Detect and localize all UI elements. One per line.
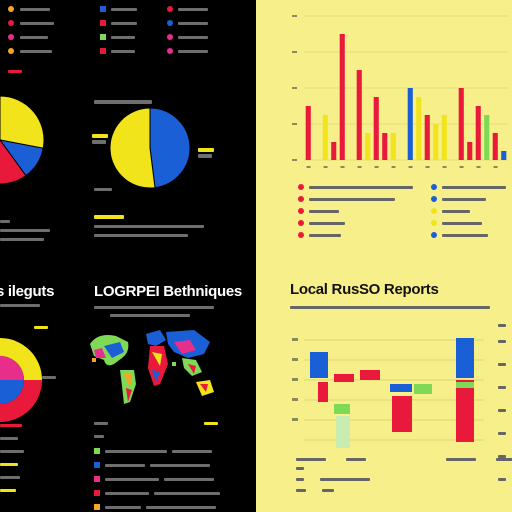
pie-chart-middle [109,107,191,189]
bar-17 [441,115,447,160]
legend-marker [8,34,14,40]
caption-line [8,70,22,73]
pie-slice-0 [0,95,45,149]
donut-chart-left [0,338,42,422]
legend-top-middle [100,6,208,54]
legend-marker [167,6,173,12]
y-tick [292,15,297,17]
heading-right: Local RusSO Reports [290,281,439,298]
bar-7 [356,70,362,160]
bar-24 [501,151,507,160]
x-tick [391,166,396,168]
heading-middle: LOGRPEI Bethniques [94,283,242,300]
legend-top-left [8,6,54,54]
text-block-left [0,220,50,241]
legend-marker [8,48,14,54]
x-tick [476,166,481,168]
text-block-middle [94,188,204,237]
bar [414,384,432,394]
bar [390,384,412,392]
map-legend [94,422,220,510]
x-tick [408,166,413,168]
pie-slice-1 [109,107,156,189]
pie-slice-0 [149,107,191,189]
bar-22 [484,115,490,160]
bar-23 [492,133,498,160]
bar-4 [331,142,337,160]
y-tick [292,51,297,53]
bar-21 [475,106,481,160]
bar-16 [433,124,439,160]
world-map [90,330,214,404]
bar-chart-top [292,15,508,168]
pie-slice-2 [0,95,27,185]
bar-20 [467,142,473,160]
bar-8 [365,133,371,160]
bar-15 [424,115,430,160]
bar-19 [458,88,464,160]
bottom-right-axis-labels [296,458,512,492]
bar [392,396,412,432]
bar [360,370,380,380]
legend-marker [167,48,173,54]
legend-marker [167,20,173,26]
x-tick [323,166,328,168]
bar-14 [416,97,422,160]
bar-chart-bottom [292,338,484,448]
bar-5 [339,34,345,160]
text-block-bottom-left [0,424,24,502]
y-tick [292,159,297,161]
bar-1 [305,106,311,160]
x-tick [459,166,464,168]
x-tick [374,166,379,168]
bar [456,382,474,388]
x-tick [340,166,345,168]
bar [456,338,474,378]
bar [310,352,328,378]
x-tick [493,166,498,168]
bar-11 [390,133,396,160]
bar [456,380,474,442]
bar-3 [322,115,328,160]
bar-13 [407,88,413,160]
legend-marker [8,6,14,12]
legend-marker [8,20,14,26]
y-tick [292,123,297,125]
x-tick [425,166,430,168]
bar [336,416,350,448]
bar [334,404,350,414]
bar-10 [382,133,388,160]
legend-top-right [298,184,506,238]
bar-9 [373,97,379,160]
heading-left: s ileguts [0,283,55,300]
x-tick [306,166,311,168]
x-tick [442,166,447,168]
bar [334,374,354,382]
bar [318,382,328,402]
pie-chart-left [0,95,45,185]
legend-marker [167,34,173,40]
y-tick [292,87,297,89]
x-tick [357,166,362,168]
